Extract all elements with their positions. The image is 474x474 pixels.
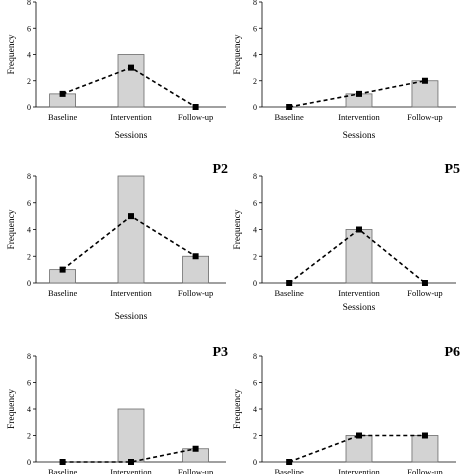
x-tick-label: Intervention [110,467,152,474]
data-point [356,226,362,233]
y-axis-label: Frequency [233,389,243,429]
bar [345,229,373,284]
bar [411,80,439,108]
y-axis-label: Frequency [7,34,17,74]
x-axis-label: Sessions [115,312,148,322]
x-axis-label: Sessions [343,131,376,141]
y-tick-label: 2 [27,432,31,441]
trend-line [288,434,425,463]
chart-panel-4: 0 2 4 6 8 Baseline Intervention Follow-up Freque… [233,162,460,313]
y-tick-label: 6 [253,199,257,208]
bar [117,54,145,108]
x-tick-label: Follow-up [407,112,442,122]
x-tick-label: Intervention [110,288,152,298]
y-tick-label: 8 [27,352,31,361]
y-tick-label: 2 [253,77,257,86]
x-tick-label: Follow-up [407,467,442,474]
y-tick-label: 6 [253,379,257,388]
y-tick-label: 4 [27,405,31,414]
data-point [192,104,199,110]
x-tick-label: Follow-up [407,288,442,298]
y-tick-label: 2 [253,432,257,441]
data-point [286,280,293,286]
x-tick-label: Baseline [275,288,304,298]
y-tick-label: 0 [27,279,31,288]
data-point [128,213,134,220]
x-axis-label: Sessions [115,131,148,141]
y-tick-label: 8 [253,352,257,361]
data-point [286,459,293,465]
y-tick-label: 4 [253,405,257,414]
x-tick-label: Intervention [338,112,380,122]
panel-title: P6 [444,345,460,360]
data-point [192,253,199,260]
chart-panel-1: 0 2 4 6 8 Baseline Intervention Follow-up Freque… [7,0,226,141]
y-tick-label: 8 [27,172,31,181]
x-tick-label: Baseline [48,467,77,474]
y-tick-label: 2 [27,77,31,86]
data-point [128,459,134,465]
x-tick-label: Follow-up [178,288,213,298]
y-tick-label: 8 [253,0,257,7]
bar [117,408,145,463]
panel-title: P3 [212,345,228,360]
chart-panel-3: 0 2 4 6 8 Baseline Intervention Follow-up Freque… [7,162,228,322]
x-tick-label: Baseline [48,112,77,122]
bar [117,175,145,284]
panel-title: P2 [212,162,228,177]
y-axis-label: Frequency [233,209,243,249]
x-tick-label: Baseline [275,112,304,122]
data-point [421,77,428,84]
y-tick-label: 0 [253,103,257,112]
chart-panel-2: 0 2 4 6 8 Baseline Intervention Follow-up Freque… [233,0,456,141]
x-tick-label: Baseline [48,288,77,298]
chart-panel-5: 0 2 4 6 8 Baseline Intervention Follow-up Freque… [7,345,228,474]
trend-line [62,447,196,463]
y-tick-label: 0 [253,458,257,467]
data-point [59,90,66,97]
bar [411,435,439,463]
data-point [356,432,362,439]
data-point [356,90,362,97]
y-axis-label: Frequency [7,389,17,429]
y-axis-label: Frequency [7,209,17,249]
y-tick-label: 6 [27,199,31,208]
y-tick-label: 6 [253,24,257,33]
data-point [59,266,66,273]
y-tick-label: 2 [253,252,257,261]
x-tick-label: Baseline [275,467,304,474]
x-tick-label: Follow-up [178,467,213,474]
y-tick-label: 0 [253,279,257,288]
x-tick-label: Follow-up [178,112,213,122]
bar [345,435,373,463]
data-point [421,280,428,286]
y-tick-label: 4 [27,51,31,60]
data-point [192,445,199,452]
y-tick-label: 2 [27,252,31,261]
x-tick-label: Intervention [338,288,380,298]
y-tick-label: 0 [27,458,31,467]
chart-panel-6: 0 2 4 6 8 Baseline Intervention Follow-up Freque… [233,345,460,474]
y-tick-label: 6 [27,24,31,33]
x-axis-label: Sessions [343,303,376,313]
data-point [421,432,428,439]
y-tick-label: 4 [253,51,257,60]
x-tick-label: Intervention [338,467,380,474]
panel-title: P5 [444,162,460,177]
y-tick-label: 6 [27,379,31,388]
y-tick-label: 0 [27,103,31,112]
y-tick-label: 8 [253,172,257,181]
x-tick-label: Intervention [110,112,152,122]
data-point [128,64,134,71]
y-tick-label: 4 [27,226,31,235]
y-axis-label: Frequency [233,34,243,74]
bar [182,255,210,284]
data-point [59,459,66,465]
data-point [286,104,293,110]
y-tick-label: 8 [27,0,31,7]
y-tick-label: 4 [253,226,257,235]
